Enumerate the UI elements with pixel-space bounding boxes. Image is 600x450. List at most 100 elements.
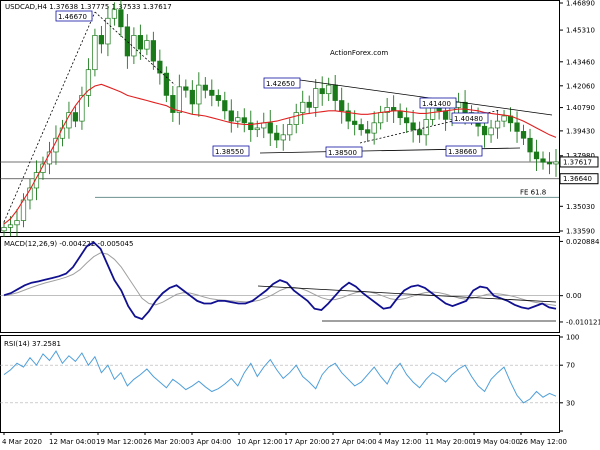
annotation-1-3866-box (445, 145, 483, 157)
annotation-1-3850-box (325, 146, 363, 158)
candle-body (488, 127, 494, 136)
annotation-1-4140-box (419, 97, 457, 109)
candle-body (79, 95, 85, 122)
candle-body (300, 101, 306, 113)
candle-body (33, 172, 40, 189)
candle-body (66, 112, 72, 129)
macd-series (0, 241, 559, 322)
candle-body (144, 40, 150, 50)
x-tick-label: 19 May 04:00 (472, 438, 520, 446)
candle-body (423, 119, 429, 136)
x-tick-label: 4 Mar 2020 (2, 438, 42, 446)
candle-body (371, 122, 377, 134)
candle-body (319, 88, 325, 95)
candle-body (7, 224, 14, 228)
candle-body (170, 95, 176, 113)
annotation-high-box (55, 10, 93, 22)
candle-body (332, 84, 338, 101)
candle-body (527, 137, 533, 153)
candle-body (501, 115, 507, 122)
price-tick-label: 1.42060 (566, 82, 595, 90)
candle-body (14, 220, 20, 226)
price-title: USDCAD,H4 1.37638 1.37775 1.37533 1.3761… (5, 3, 172, 11)
candle-body (157, 60, 163, 74)
candle-body (59, 127, 66, 139)
candle-body (384, 107, 390, 113)
x-tick-label: 26 Mar 20:00 (143, 438, 190, 446)
candle-body (313, 88, 319, 108)
candle-body (378, 112, 384, 124)
price-tick-label: 1.46890 (566, 0, 595, 8)
candle-body (462, 101, 468, 113)
candle-body (358, 124, 364, 131)
upper-triangle-line (299, 79, 553, 116)
candle-body (397, 110, 403, 119)
macd-tick-label: 0.020884 (566, 238, 600, 246)
candle-body (241, 117, 247, 124)
moving-average-line (3, 83, 557, 225)
candle-body (520, 131, 527, 139)
price-tick-label: 1.40790 (566, 104, 595, 112)
candle-body (514, 122, 520, 132)
candle-body (215, 95, 221, 101)
candle-body (533, 151, 540, 160)
candle-body (417, 129, 423, 136)
candle-body (150, 40, 156, 62)
macd-tick-label: -0.010121 (566, 318, 600, 326)
candle-body (40, 163, 46, 173)
rsi-tick-label: 70 (566, 362, 575, 370)
candle-body (267, 122, 273, 134)
candle-body (326, 84, 332, 95)
price-y-axis: 1.46890 1.45310 1.43460 1.42060 1.40790 1.394… (559, 0, 599, 236)
candle-body (183, 86, 189, 91)
price-tick-label: 1.39430 (566, 127, 595, 135)
candle-body (228, 110, 234, 122)
candle-body (196, 84, 202, 105)
candle-body (72, 112, 79, 122)
candle-body (365, 129, 371, 134)
candle-body (202, 84, 208, 91)
price-tick-label: 1.45310 (566, 27, 595, 35)
candle-body (1, 227, 7, 232)
x-tick-label: 19 Mar 12:00 (96, 438, 143, 446)
candle-body (176, 86, 182, 113)
candle-body (124, 26, 131, 57)
rsi-tick-label: 100 (566, 334, 579, 342)
price-tick-label: 1.43460 (566, 58, 595, 66)
candle-body (293, 112, 299, 125)
annotation-1-3855-box (212, 145, 250, 157)
candle-body (455, 101, 462, 108)
candle-body (442, 110, 449, 120)
candle-body (222, 100, 228, 112)
x-axis: 4 Mar 2020 12 Mar 04:00 19 Mar 12:00 26 Mar… (2, 432, 567, 446)
support-box (559, 173, 599, 185)
watermark: ActionForex.com (330, 49, 388, 57)
annotation-1-3866: 1.38660 (448, 148, 477, 156)
candle-body (235, 117, 241, 122)
annotation-1-3850: 1.38500 (328, 149, 357, 157)
candle-body (540, 158, 546, 163)
rsi-line (3, 350, 557, 404)
annotation-1-4140: 1.41400 (422, 100, 451, 108)
candle-body (345, 110, 351, 122)
candle-body (280, 134, 286, 141)
annotation-high: 1.46670 (58, 13, 87, 21)
macd-panel-frame (0, 236, 560, 333)
annotation-1-4265: 1.42650 (266, 80, 295, 88)
candle-body (494, 120, 501, 129)
candle-body (163, 72, 169, 96)
candle-body (481, 125, 488, 136)
x-tick-label: 11 May 20:00 (425, 438, 473, 446)
x-tick-label: 17 Apr 20:00 (284, 438, 330, 446)
macd-upper-trendline (257, 285, 557, 303)
candle-body (98, 35, 105, 45)
candle-body (274, 132, 280, 141)
price-tick-label: 1.37980 (566, 152, 595, 160)
x-tick-label: 3 Apr 04:00 (190, 438, 231, 446)
candle-body (546, 161, 553, 165)
candle-body (339, 100, 345, 112)
x-tick-label: 12 Mar 04:00 (49, 438, 96, 446)
candle-body (261, 122, 267, 129)
